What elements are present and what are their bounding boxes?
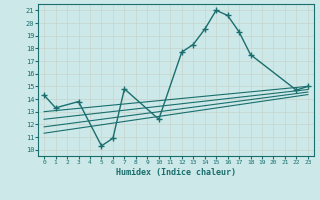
X-axis label: Humidex (Indice chaleur): Humidex (Indice chaleur) <box>116 168 236 177</box>
